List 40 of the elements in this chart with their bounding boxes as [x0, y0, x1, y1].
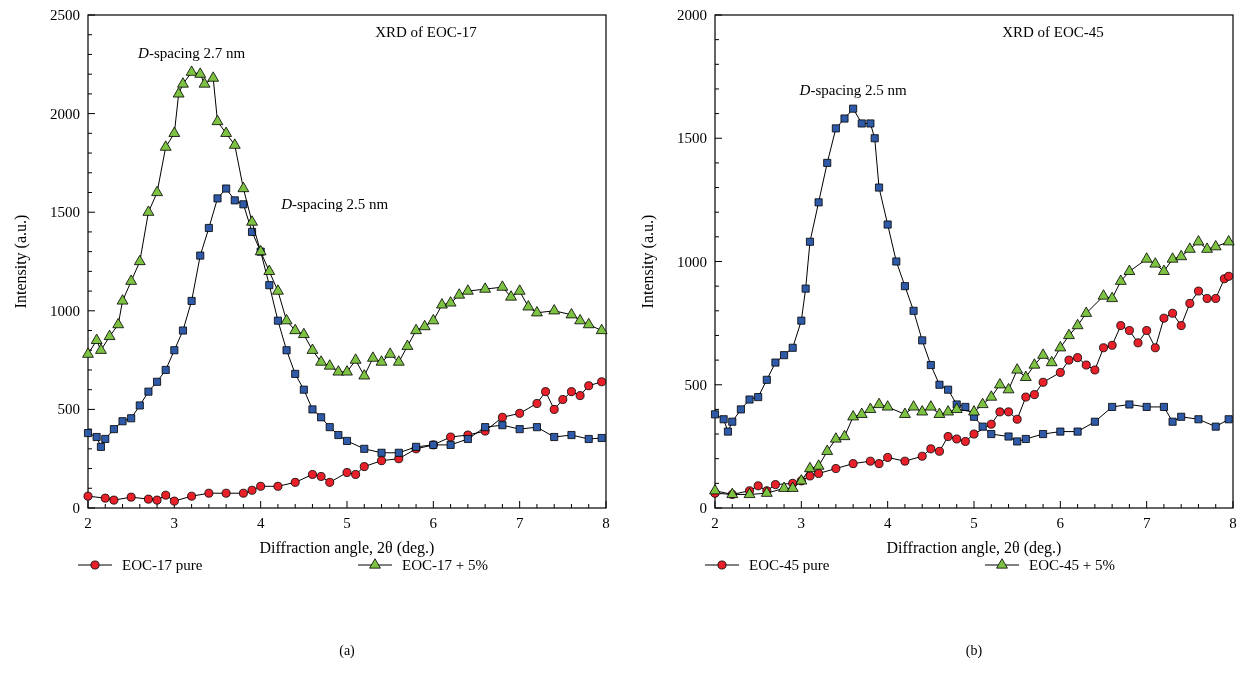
x-tick-label: 2: [84, 515, 92, 531]
y-tick-label: 1500: [50, 204, 80, 221]
x-tick-label: 5: [343, 515, 351, 531]
x-tick-label: 2: [711, 515, 719, 531]
text: XRD of EOC-17: [375, 24, 478, 40]
x-axis-title: Diffraction angle, 2θ (deg.): [259, 539, 435, 557]
x-tick-label: 3: [797, 515, 806, 531]
text: (b): [965, 643, 983, 659]
x-tick-label: 5: [970, 515, 978, 531]
text: XRD of EOC-45: [1002, 24, 1104, 40]
x-tick-label: 7: [1142, 515, 1151, 531]
annotation: D-spacing 2.5 nm: [798, 81, 907, 98]
y-axis-title: Intensity (a.u.): [639, 214, 657, 309]
legend-label: EOC-17 pure: [122, 557, 203, 573]
y-tick-label: 2000: [50, 105, 80, 122]
x-tick-label: 6: [1056, 515, 1065, 531]
x-tick-label: 7: [515, 515, 524, 531]
y-tick-label: 1000: [677, 253, 707, 270]
y-tick-label: 2000: [677, 7, 707, 23]
annotation: D-spacing 2.7 nm: [137, 45, 246, 62]
legend-label: EOC-17 + 5%: [402, 557, 488, 573]
y-tick-label: 1000: [50, 302, 80, 319]
y-tick-label: 0: [72, 500, 80, 516]
x-axis-title: Diffraction angle, 2θ (deg.): [886, 539, 1062, 557]
y-axis-title: Intensity (a.u.): [12, 214, 30, 309]
y-tick-label: 0: [699, 500, 707, 516]
x-tick-label: 8: [1229, 515, 1237, 531]
y-tick-label: 500: [57, 401, 80, 418]
y-tick-label: 1500: [677, 130, 707, 147]
legend-label: EOC-45 pure: [749, 557, 830, 573]
y-tick-label: 500: [684, 376, 707, 393]
annotation: D-spacing 2.5 nm: [280, 195, 389, 212]
y-tick-label: 2500: [50, 7, 80, 23]
x-tick-label: 4: [256, 515, 265, 531]
x-tick-label: 8: [602, 515, 610, 531]
legend-label: EOC-45 + 5%: [1029, 557, 1115, 573]
text: (a): [339, 643, 356, 659]
x-tick-label: 6: [429, 515, 438, 531]
x-tick-label: 4: [883, 515, 892, 531]
x-tick-label: 3: [170, 515, 179, 531]
